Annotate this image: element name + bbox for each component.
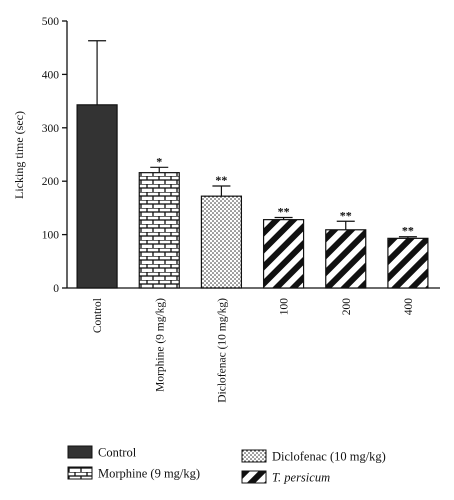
legend-label-1: Morphine (9 mg/kg) xyxy=(98,467,200,481)
significance-marker-1: * xyxy=(156,154,162,168)
significance-marker-2: ** xyxy=(215,173,227,187)
axes: 0 100 200 300 400 500 xyxy=(42,16,440,295)
legend-label-0: Control xyxy=(98,446,137,460)
error-bars-group xyxy=(88,40,417,239)
x-tick-label-4: 200 xyxy=(341,298,353,316)
x-tick-label-0: Control xyxy=(92,298,104,333)
x-tick-label-1: Morphine (9 mg/kg) xyxy=(154,298,166,392)
bar-0 xyxy=(76,104,118,289)
legend-label-2: Diclofenac (10 mg/kg) xyxy=(272,450,386,464)
legend-swatch-2 xyxy=(241,449,267,463)
y-tick-label: 100 xyxy=(42,230,60,242)
y-tick-label: 500 xyxy=(42,16,60,28)
legend-swatch-1 xyxy=(67,466,93,480)
x-tick-label-2: Diclofenac (10 mg/kg) xyxy=(216,298,228,403)
significance-marker-5: ** xyxy=(402,224,414,238)
y-tick-label: 200 xyxy=(42,176,60,188)
y-tick-label: 0 xyxy=(53,283,59,295)
bar-1 xyxy=(138,172,180,289)
x-tick-labels: Control Morphine (9 mg/kg) Diclofenac (10 … xyxy=(92,298,415,403)
y-axis-label: Licking time (sec) xyxy=(12,111,26,199)
x-tick-label-3: 100 xyxy=(279,298,291,316)
bars-group xyxy=(76,104,429,289)
y-tick-label: 300 xyxy=(42,123,60,135)
legend-label-3: T. persicum xyxy=(272,471,330,485)
bar-5 xyxy=(387,237,429,289)
significance-group: ***** **** xyxy=(156,154,414,237)
bar-4 xyxy=(325,229,367,289)
legend-swatch-3 xyxy=(241,470,267,484)
legend: Control Morphine (9 mg/kg) Diclofenac (10 … xyxy=(67,445,386,485)
significance-marker-4: ** xyxy=(340,208,352,222)
bar-3 xyxy=(262,219,305,289)
x-tick-label-5: 400 xyxy=(403,298,415,316)
legend-swatch-0 xyxy=(67,445,93,459)
significance-marker-3: ** xyxy=(278,205,290,219)
bar-2 xyxy=(200,195,243,289)
y-tick-label: 400 xyxy=(42,69,60,81)
